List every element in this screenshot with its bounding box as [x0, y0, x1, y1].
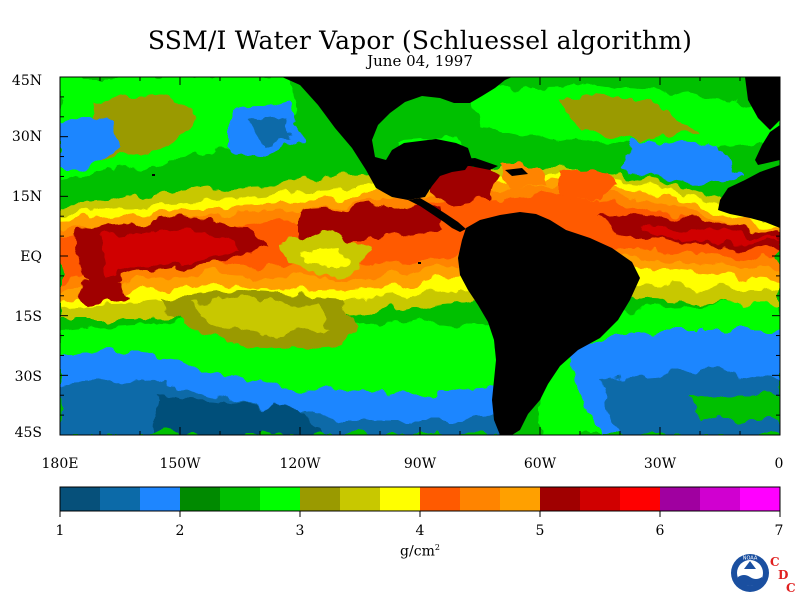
south-america [458, 212, 640, 435]
colorbar-swatch [220, 487, 261, 511]
hispaniola [505, 168, 528, 176]
hawaii [152, 174, 155, 176]
lon-label-90w: 90W [403, 456, 437, 472]
colorbar-swatch [740, 487, 781, 511]
land-masses [152, 77, 780, 435]
cdc-logo: C D C [770, 555, 800, 595]
lon-label-150w: 150W [159, 456, 201, 472]
noaa-logo: NOAA [731, 554, 769, 592]
colorbar-swatch [100, 487, 141, 511]
colorbar-swatch [500, 487, 541, 511]
colorbar-swatch [140, 487, 181, 511]
cdc-letter-d: D [778, 568, 789, 582]
colorbar-label-1: 1 [55, 523, 65, 539]
colorbar-swatch [460, 487, 501, 511]
north-america [282, 77, 512, 200]
colorbar-label-3: 3 [295, 523, 305, 539]
lat-axis-ticks [60, 76, 780, 436]
colorbar-label-6: 6 [655, 523, 665, 539]
colorbar-units: g/cm2 [400, 543, 440, 560]
lat-label-15s: 15S [14, 309, 42, 325]
morocco [755, 125, 780, 165]
colorbar-label-5: 5 [535, 523, 545, 539]
colorbar-swatch [260, 487, 301, 511]
cuba [452, 158, 498, 170]
colorbar-swatch [420, 487, 461, 511]
lon-label-120w: 120W [279, 456, 321, 472]
vapor-field [60, 77, 780, 435]
central-america [408, 198, 466, 232]
colorbar-swatch [580, 487, 621, 511]
colorbar-swatch [300, 487, 341, 511]
lon-label-30w: 30W [643, 456, 677, 472]
lat-label-45s: 45S [14, 425, 42, 441]
europe [745, 77, 780, 130]
colorbar-label-7: 7 [774, 523, 784, 539]
colorbar-swatch [660, 487, 701, 511]
lat-label-45n: 45N [11, 73, 42, 89]
colorbar-swatch [60, 487, 101, 511]
galapagos [418, 262, 421, 264]
colorbar-swatch [620, 487, 661, 511]
map-title: SSM/I Water Vapor (Schluessel algorithm) [147, 26, 693, 55]
lon-label-60w: 60W [523, 456, 557, 472]
lon-label-0: 0 [774, 456, 784, 472]
colorbar-swatch [180, 487, 221, 511]
noaa-logo-text: NOAA [743, 556, 758, 562]
cdc-letter-c1: C [770, 555, 780, 569]
colorbar-swatch [380, 487, 421, 511]
lon-label-180e: 180E [41, 456, 79, 472]
colorbar-ticks [59, 511, 781, 517]
lat-label-15n: 15N [11, 189, 42, 205]
lat-label-eq: EQ [20, 249, 42, 265]
cdc-letter-c2: C [786, 581, 796, 595]
lon-axis-ticks [59, 77, 781, 435]
africa [718, 165, 780, 228]
colorbar-swatch [540, 487, 581, 511]
map-date: June 04, 1997 [367, 52, 473, 70]
colorbar [59, 486, 781, 512]
colorbar-label-2: 2 [175, 523, 185, 539]
colorbar-label-4: 4 [415, 523, 425, 539]
colorbar-swatch [700, 487, 741, 511]
lat-label-30n: 30N [11, 129, 42, 145]
colorbar-swatch [340, 487, 381, 511]
lat-label-30s: 30S [14, 369, 42, 385]
